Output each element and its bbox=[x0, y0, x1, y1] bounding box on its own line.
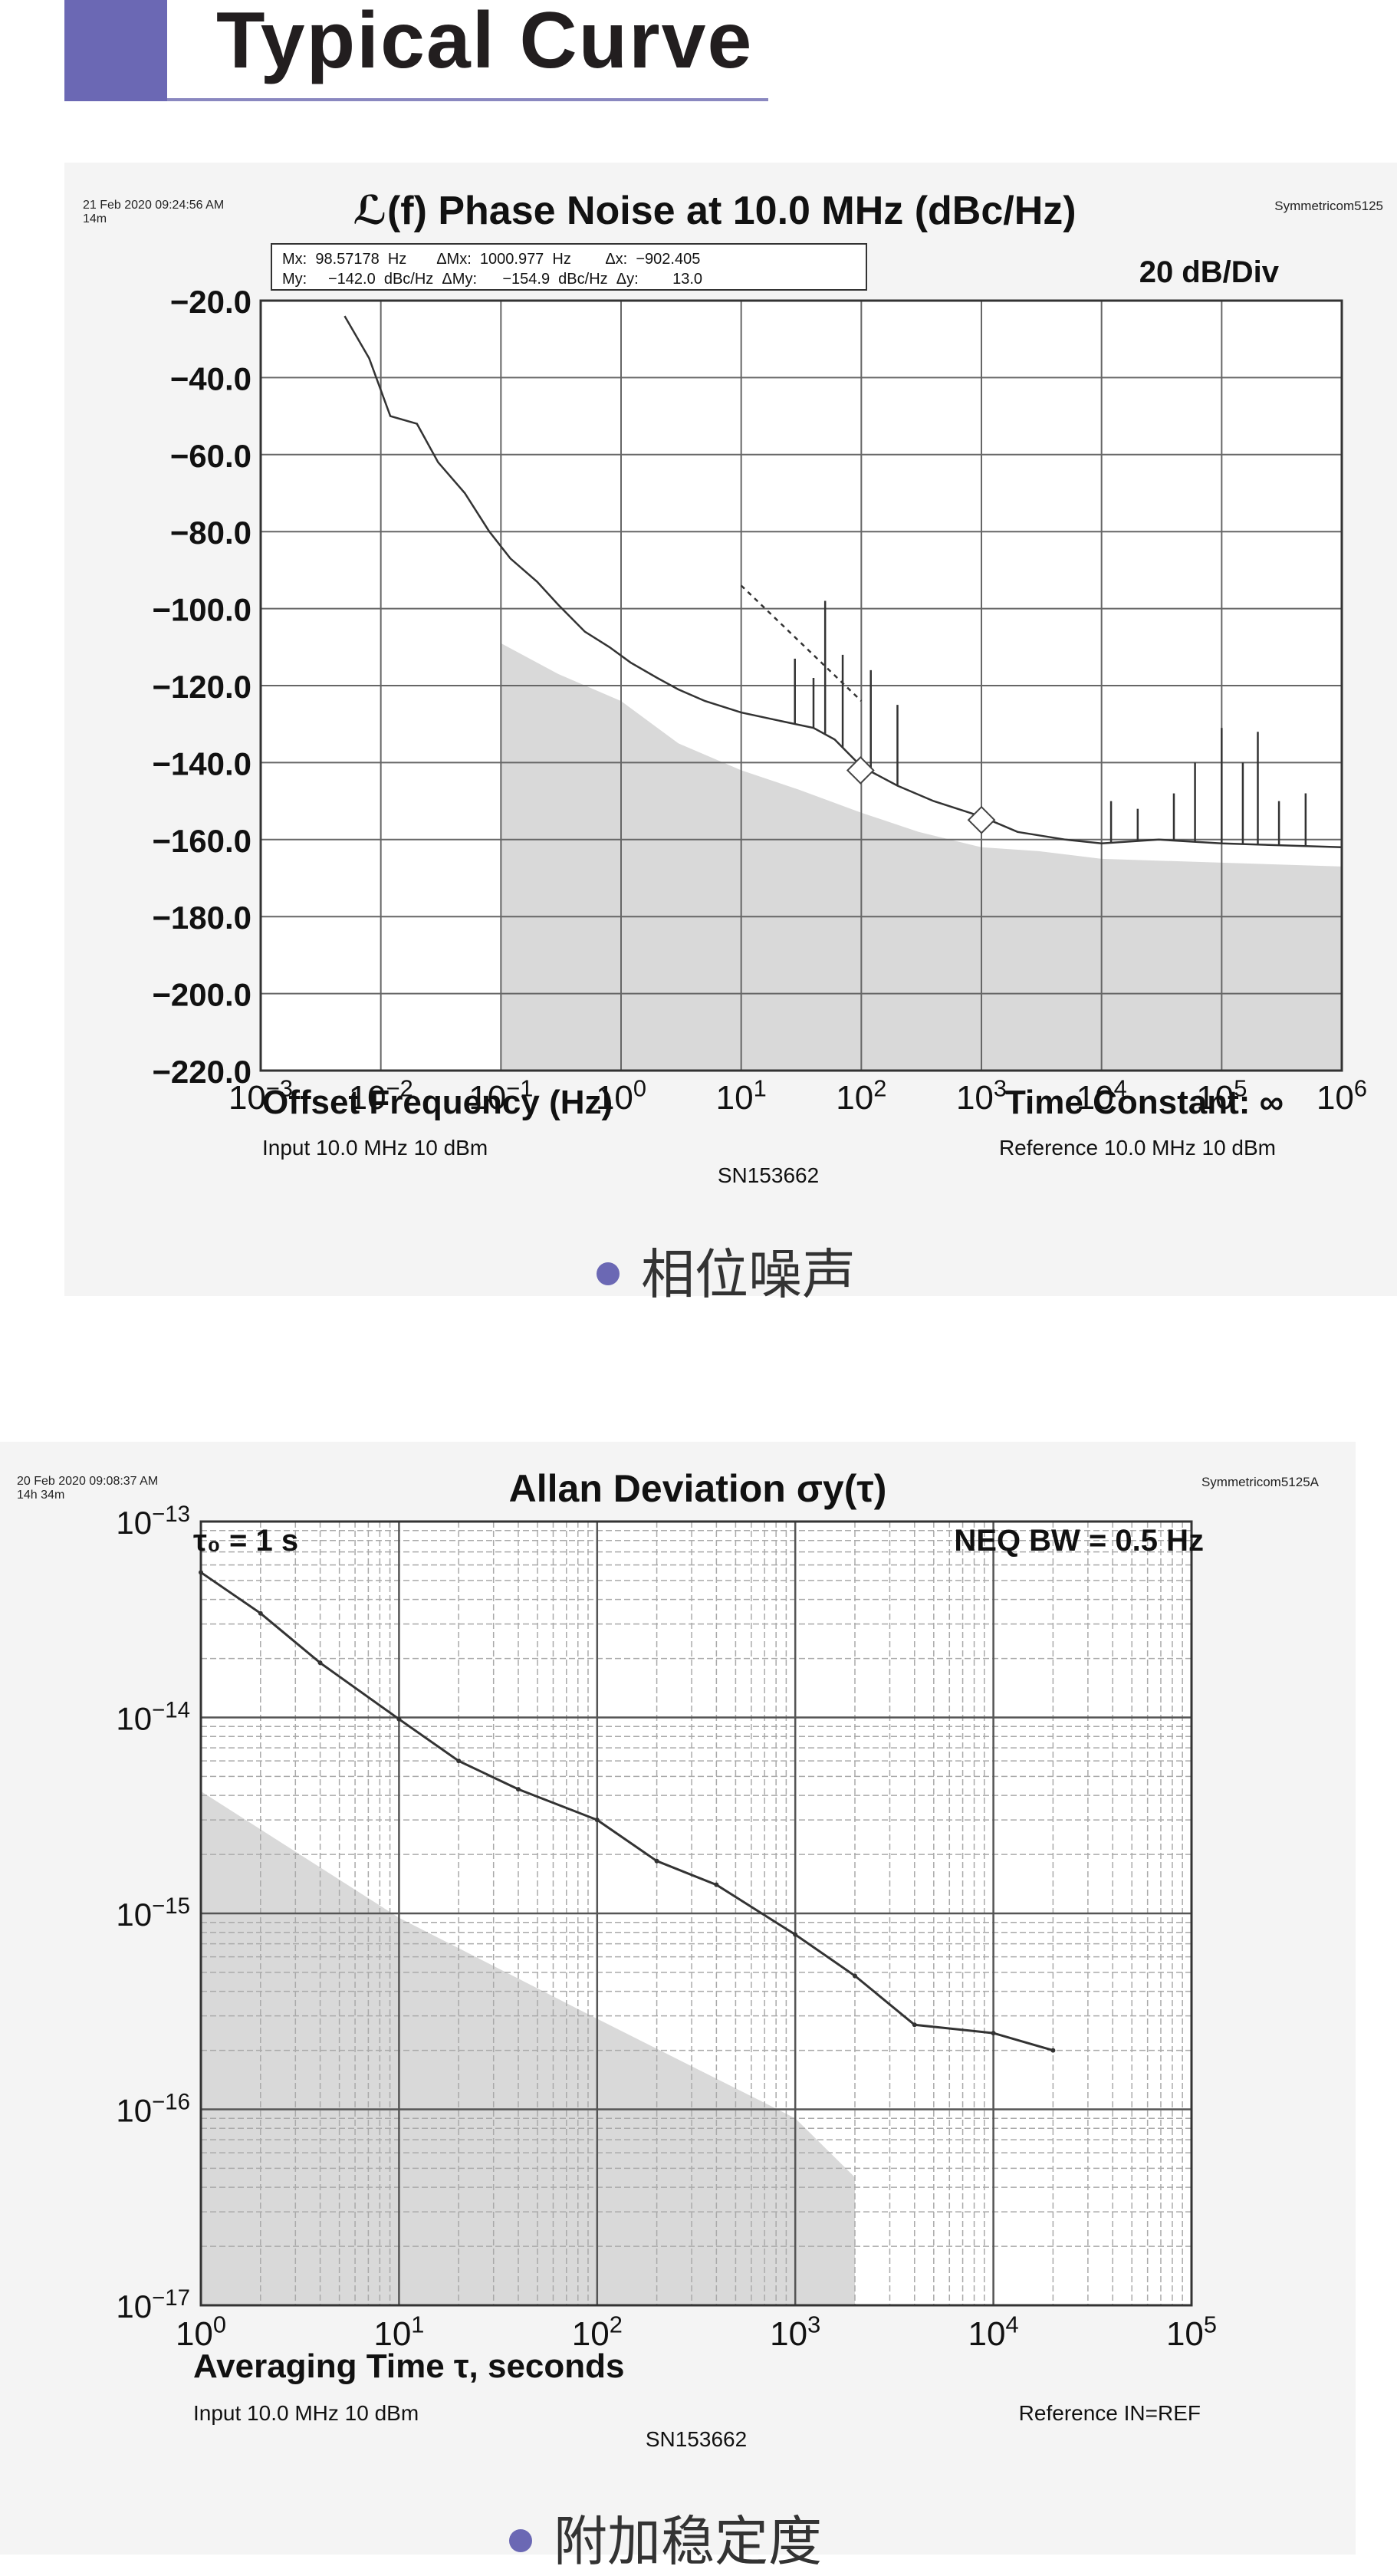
y-tick-label: −220.0 bbox=[152, 1054, 251, 1090]
marker-readout-line: My: −142.0 dBc/Hz ΔMy: −154.9 dBc/Hz Δy:… bbox=[282, 271, 702, 288]
phase-noise-caption: 相位噪声 bbox=[597, 1232, 856, 1309]
input-note: Input 10.0 MHz 10 dBm bbox=[193, 2401, 419, 2425]
chart-timestamp: 20 Feb 2020 09:08:37 AM bbox=[17, 1475, 158, 1488]
x-tick-label: 101 bbox=[716, 1074, 767, 1117]
y-tick-label: −60.0 bbox=[170, 438, 251, 474]
bandwidth-label: NEQ BW = 0.5 Hz bbox=[954, 1524, 1204, 1558]
allan-caption: 附加稳定度 bbox=[509, 2499, 822, 2576]
reference-note: Reference 10.0 MHz 10 dBm bbox=[999, 1136, 1276, 1160]
allan-deviation-trace bbox=[200, 1571, 1054, 2052]
data-point bbox=[1050, 2048, 1056, 2053]
y-tick-label: −120.0 bbox=[152, 669, 251, 705]
data-point bbox=[852, 1973, 857, 1979]
y-tick-label: −140.0 bbox=[152, 745, 251, 781]
y-tick-label: 10−15 bbox=[116, 1893, 190, 1933]
bullet-dot bbox=[597, 1262, 620, 1285]
data-point bbox=[654, 1858, 659, 1864]
chart-timestamp: 21 Feb 2020 09:24:56 AM bbox=[83, 199, 224, 212]
y-tick-label: −40.0 bbox=[170, 360, 251, 396]
marker-point bbox=[846, 756, 875, 785]
chart-title: ℒ(f) Phase Noise at 10.0 MHz (dBc/Hz) bbox=[353, 189, 1076, 233]
x-tick-label: 101 bbox=[373, 2311, 424, 2353]
data-point bbox=[714, 1882, 719, 1887]
time-constant-label: Time Constant: ∞ bbox=[1005, 1084, 1284, 1121]
y-tick-label: 10−17 bbox=[116, 2285, 190, 2324]
x-tick-label: 10−3 bbox=[228, 1074, 293, 1117]
plot-frame bbox=[259, 299, 1343, 1072]
y-tick-label: 10−13 bbox=[116, 1502, 190, 1541]
x-tick-label: 104 bbox=[1077, 1074, 1127, 1117]
y-tick-label: 10−14 bbox=[116, 1698, 190, 1737]
data-point bbox=[396, 1716, 402, 1722]
x-tick-label: 103 bbox=[956, 1074, 1007, 1117]
marker-readout-box bbox=[271, 243, 867, 291]
y-tick-label: −20.0 bbox=[170, 284, 251, 320]
x-tick-label: 100 bbox=[176, 2311, 226, 2353]
header-accent-block bbox=[64, 0, 167, 101]
serial-number: SN153662 bbox=[646, 2427, 747, 2451]
caption-text: 相位噪声 bbox=[641, 1243, 856, 1306]
marker-readout-line: Mx: 98.57178 Hz ΔMx: 1000.977 Hz Δx: −90… bbox=[282, 251, 700, 268]
chart-title: Allan Deviation σy(τ) bbox=[509, 1467, 887, 1510]
x-axis-title: Offset Frequency (Hz) bbox=[262, 1084, 613, 1121]
noise-floor-area bbox=[501, 643, 1342, 1071]
x-tick-label: 106 bbox=[1316, 1074, 1367, 1117]
tau0-label: τ₀ = 1 s bbox=[193, 1524, 298, 1558]
x-tick-label: 104 bbox=[968, 2311, 1019, 2353]
data-point bbox=[258, 1610, 263, 1616]
serial-number: SN153662 bbox=[718, 1163, 819, 1187]
x-tick-label: 105 bbox=[1166, 2311, 1217, 2353]
chart-duration: 14h 34m bbox=[17, 1489, 64, 1502]
x-tick-label: 100 bbox=[596, 1074, 646, 1117]
page-title: Typical Curve bbox=[216, 0, 754, 85]
input-note: Input 10.0 MHz 10 dBm bbox=[262, 1136, 488, 1160]
scale-label: 20 dB/Div bbox=[1139, 255, 1280, 289]
data-point bbox=[991, 2031, 996, 2036]
phase-noise-trace bbox=[343, 315, 1343, 849]
data-point bbox=[515, 1787, 521, 1792]
x-tick-label: 103 bbox=[770, 2311, 820, 2353]
instrument-label: Symmetricom5125 bbox=[1274, 199, 1383, 213]
reference-note: Reference IN=REF bbox=[1019, 2401, 1201, 2425]
plot-frame bbox=[199, 1520, 1193, 2307]
y-tick-label: 10−16 bbox=[116, 2090, 190, 2129]
y-tick-label: −80.0 bbox=[170, 515, 251, 551]
x-tick-label: 105 bbox=[1196, 1074, 1247, 1117]
instrument-label: Symmetricom5125A bbox=[1201, 1475, 1320, 1489]
x-tick-label: 102 bbox=[572, 2311, 623, 2353]
data-point bbox=[456, 1758, 462, 1764]
caption-text: 附加稳定度 bbox=[554, 2510, 822, 2573]
y-tick-label: −100.0 bbox=[152, 592, 251, 628]
data-point bbox=[594, 1818, 600, 1823]
x-axis-title: Averaging Time τ, seconds bbox=[193, 2347, 624, 2385]
data-point bbox=[199, 1570, 203, 1575]
y-tick-label: −160.0 bbox=[152, 823, 251, 859]
data-point bbox=[912, 2022, 917, 2028]
x-tick-label: 10−1 bbox=[468, 1074, 533, 1117]
slope-guide-line bbox=[740, 584, 863, 702]
data-point bbox=[317, 1660, 323, 1666]
header-underline bbox=[167, 98, 768, 101]
y-tick-label: −200.0 bbox=[152, 977, 251, 1013]
data-point bbox=[793, 1932, 798, 1937]
chart-duration: 14m bbox=[83, 212, 107, 225]
marker-point bbox=[967, 805, 996, 834]
bullet-dot bbox=[509, 2528, 532, 2552]
y-tick-label: −180.0 bbox=[152, 900, 251, 936]
x-tick-label: 10−2 bbox=[349, 1074, 413, 1117]
phase-noise-chart: −20.0 −40.0 −60.0 −80.0 −100.0 −120.0 −140.0 −1… bbox=[83, 189, 1383, 1187]
x-tick-label: 102 bbox=[836, 1074, 886, 1117]
